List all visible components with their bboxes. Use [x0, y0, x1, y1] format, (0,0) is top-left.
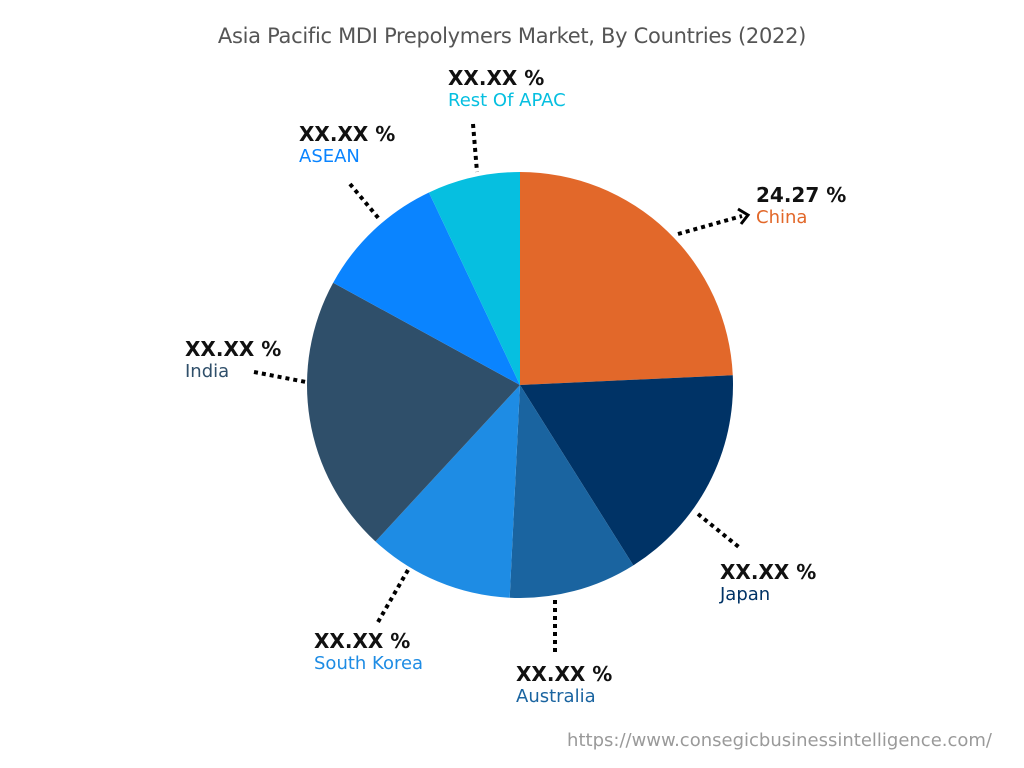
pie-slice-south-korea [375, 385, 520, 598]
leader-line-india [253, 370, 307, 384]
name-india: India [185, 361, 230, 382]
name-japan: Japan [720, 584, 771, 605]
label-india: XX.XX % India [185, 337, 281, 383]
name-china: China [756, 207, 808, 228]
value-rest-of-apac: XX.XX % [448, 66, 545, 90]
value-asean: XX.XX % [299, 122, 396, 146]
value-australia: XX.XX % [516, 662, 613, 686]
leader-lines [253, 123, 751, 652]
leader-line-china [677, 214, 743, 236]
pie-slices [307, 172, 734, 599]
chart-title: Asia Pacific MDI Prepolymers Market, By … [217, 24, 807, 48]
label-australia: XX.XX % Australia [516, 662, 612, 708]
value-india: XX.XX % [185, 337, 282, 361]
label-japan: XX.XX % Japan [720, 560, 816, 606]
pie-slice-china [520, 172, 733, 385]
pie-slice-australia [509, 385, 634, 599]
leader-line-asean [348, 182, 382, 222]
leader-line-rest [471, 123, 479, 173]
label-south-korea: XX.XX % South Korea [314, 629, 423, 675]
leader-line-japan [696, 512, 742, 550]
value-south-korea: XX.XX % [314, 629, 411, 653]
pie-slice-rest-of-apac [428, 172, 520, 385]
label-rest-of-apac: XX.XX % Rest Of APAC [448, 66, 566, 112]
leader-line-south-korea [376, 569, 410, 623]
pie-slice-asean [333, 192, 520, 385]
source-url[interactable]: https://www.consegicbusinessintelligence… [567, 730, 992, 751]
name-rest-of-apac: Rest Of APAC [448, 90, 566, 111]
name-south-korea: South Korea [314, 653, 424, 674]
value-japan: XX.XX % [720, 560, 817, 584]
value-china: 24.27 % [756, 183, 847, 207]
label-china: 24.27 % China [756, 183, 846, 229]
arrow-head-icon [737, 207, 751, 225]
pie-slice-japan [520, 375, 734, 566]
label-asean: XX.XX % ASEAN [299, 122, 395, 168]
pie-slice-india [307, 282, 520, 542]
name-asean: ASEAN [299, 146, 360, 167]
name-australia: Australia [516, 686, 596, 707]
